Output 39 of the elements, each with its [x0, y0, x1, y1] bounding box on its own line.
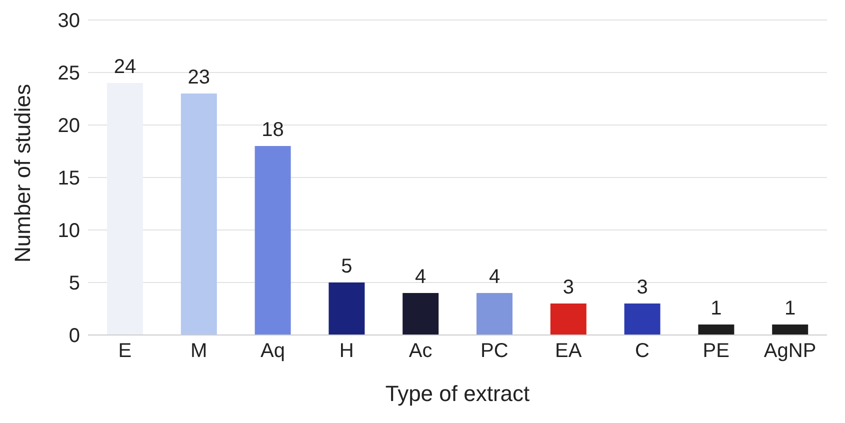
- y-tick-label: 0: [68, 325, 80, 348]
- bar: [624, 304, 660, 335]
- x-tick-label: AgNP: [764, 340, 816, 362]
- bar: [180, 94, 217, 335]
- bar: [698, 324, 734, 335]
- x-tick-label: EA: [555, 340, 582, 362]
- data-label: 24: [114, 56, 136, 78]
- x-tick-label: Aq: [260, 340, 285, 362]
- y-tick-label: 25: [58, 62, 80, 85]
- bar: [476, 293, 512, 335]
- x-tick-label: E: [118, 340, 132, 362]
- bar: [254, 146, 291, 335]
- data-label: 3: [562, 276, 574, 298]
- data-label: 5: [341, 256, 352, 278]
- x-tick-label: M: [190, 340, 208, 362]
- bar: [402, 293, 439, 335]
- y-tick-label: 15: [58, 168, 80, 190]
- data-label: 1: [710, 298, 722, 320]
- data-label: 4: [488, 266, 500, 288]
- y-tick-label: 20: [58, 115, 80, 138]
- x-tick-label: PE: [702, 340, 730, 362]
- data-label: 23: [188, 66, 210, 88]
- bar: [328, 282, 365, 335]
- data-label: 3: [636, 276, 648, 298]
- y-tick-label: 30: [58, 10, 80, 32]
- x-tick-label: Ac: [408, 340, 432, 362]
- x-tick-label: PC: [480, 340, 508, 362]
- x-tick-label: H: [339, 340, 354, 362]
- bar: [772, 324, 808, 335]
- bar: [107, 83, 143, 335]
- x-tick-label: C: [635, 340, 650, 362]
- bar: [550, 304, 586, 335]
- data-label: 1: [784, 298, 796, 320]
- data-label: 18: [262, 119, 284, 141]
- data-label: 4: [415, 266, 426, 288]
- y-axis-title: Number of studies: [10, 84, 35, 262]
- x-axis-title: Type of extract: [385, 381, 530, 406]
- y-tick-label: 10: [58, 220, 80, 242]
- y-tick-label: 5: [68, 272, 80, 295]
